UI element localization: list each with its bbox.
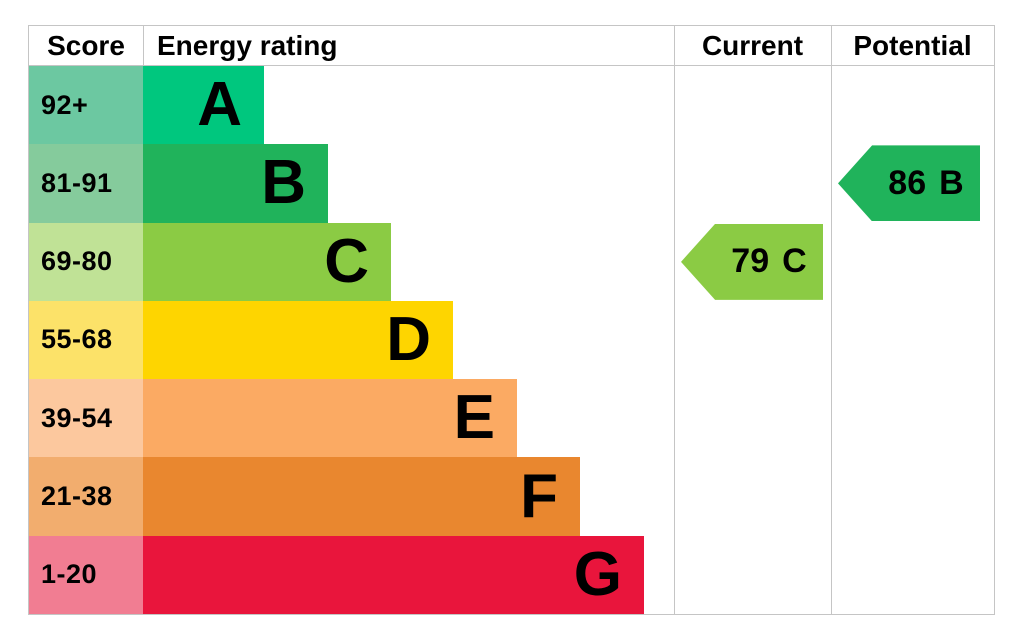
band-bar-g: G <box>143 535 644 614</box>
table-header: Score Energy rating Current Potential <box>29 26 994 66</box>
band-row: 21-38 F <box>29 457 994 536</box>
current-rating-value: 79 <box>731 242 770 281</box>
band-rows: 92+ A 81-91 B 69-80 C 55-68 D 39-54 E 21… <box>29 66 994 614</box>
band-score-range: 92+ <box>29 66 143 145</box>
header-energy-rating: Energy rating <box>157 30 338 61</box>
band-score-range: 69-80 <box>29 222 143 301</box>
band-score-range: 55-68 <box>29 300 143 380</box>
band-bar-a: A <box>143 66 264 145</box>
band-row: 69-80 C <box>29 222 994 301</box>
band-row: 81-91 B <box>29 144 994 223</box>
band-bar-f: F <box>143 457 580 536</box>
band-score-range: 21-38 <box>29 457 143 536</box>
current-column-divider <box>674 26 675 614</box>
band-bar-d: D <box>143 300 453 380</box>
potential-column-divider <box>831 26 832 614</box>
band-bar-e: E <box>143 379 517 458</box>
current-rating-arrow: 79 C <box>681 223 823 300</box>
band-score-range: 1-20 <box>29 535 143 614</box>
epc-table: Score Energy rating Current Potential 92… <box>28 25 995 615</box>
band-row: 1-20 G <box>29 535 994 614</box>
header-potential: Potential <box>853 30 972 61</box>
header-current: Current <box>701 30 804 61</box>
header-score: Score <box>47 30 125 61</box>
band-row: 92+ A <box>29 66 994 145</box>
potential-rating-value: 86 <box>888 163 927 202</box>
band-score-range: 81-91 <box>29 144 143 223</box>
band-row: 39-54 E <box>29 379 994 458</box>
potential-rating-arrow: 86 B <box>838 145 980 222</box>
potential-rating-letter: B <box>939 163 964 202</box>
band-bar-b: B <box>143 144 328 223</box>
band-bar-c: C <box>143 222 391 301</box>
band-row: 55-68 D <box>29 300 994 380</box>
band-score-range: 39-54 <box>29 379 143 458</box>
current-rating-letter: C <box>782 242 807 281</box>
header-score-divider <box>143 26 144 65</box>
